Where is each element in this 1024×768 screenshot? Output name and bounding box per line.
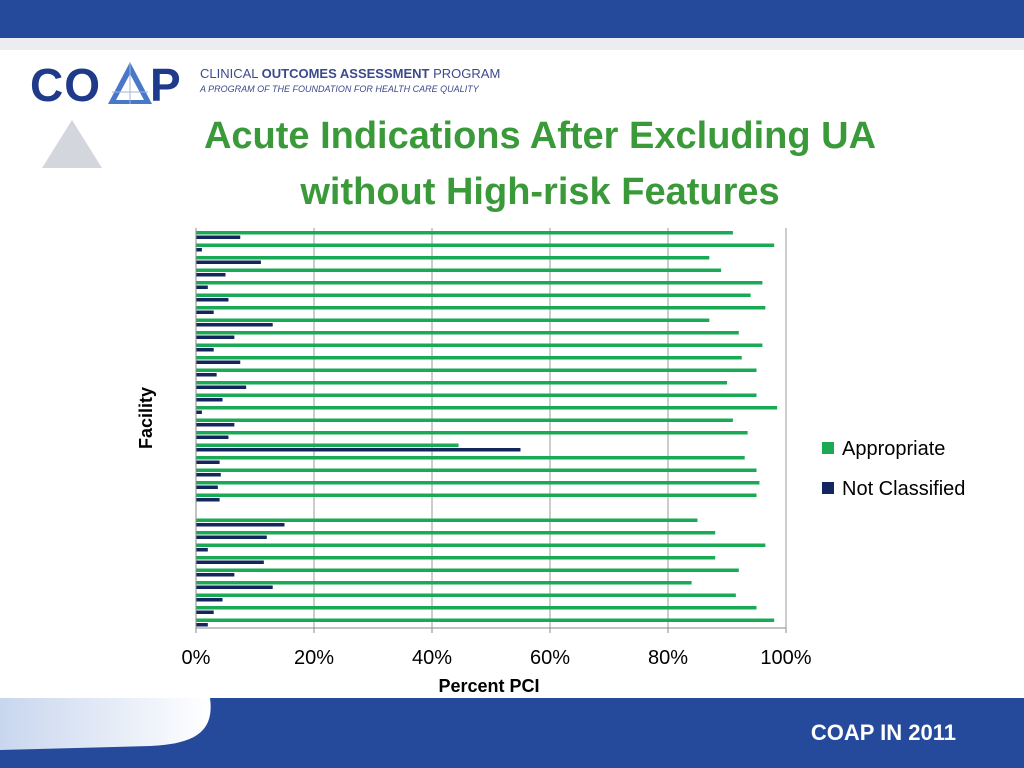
bar-appropriate — [196, 406, 778, 410]
bar-not-classified — [196, 273, 226, 277]
bar-appropriate — [196, 443, 459, 447]
bar-chart: 0% 20% 40% 60% 80% 100% Percent PCI Facility … — [136, 228, 965, 696]
footer-swoosh — [0, 698, 1024, 768]
bar-appropriate — [196, 618, 775, 622]
bar-not-classified — [196, 460, 220, 464]
bar-appropriate — [196, 356, 742, 360]
bar-appropriate — [196, 381, 727, 385]
bar-not-classified — [196, 323, 273, 327]
bar-not-classified — [196, 385, 247, 389]
bar-appropriate — [196, 281, 763, 285]
bar-not-classified — [196, 485, 218, 489]
bar-appropriate — [196, 306, 766, 310]
slide-title: Acute Indications After Excluding UA wit… — [120, 108, 960, 220]
bar-not-classified — [196, 610, 214, 614]
legend-swatch — [822, 482, 834, 494]
logo-line1-suffix: PROGRAM — [429, 66, 501, 81]
bar-not-classified — [196, 335, 235, 339]
bar-appropriate — [196, 556, 716, 560]
legend-label: Not Classified — [842, 478, 965, 500]
bar-not-classified — [196, 535, 267, 539]
bar-not-classified — [196, 310, 214, 314]
coap-logo: CO P CLINICAL OUTCOMES ASSESSMENT PROGRA… — [24, 56, 500, 111]
x-tick-label: 40% — [412, 647, 452, 669]
footer-text: COAP IN 2011 — [810, 720, 956, 745]
bar-appropriate — [196, 343, 763, 347]
bar-not-classified — [196, 498, 220, 502]
bar-not-classified — [196, 573, 235, 577]
bar-appropriate — [196, 331, 739, 335]
bar-not-classified — [196, 298, 229, 302]
bar-appropriate — [196, 243, 775, 247]
bar-not-classified — [196, 260, 261, 264]
legend-label: Appropriate — [842, 438, 945, 460]
bar-not-classified — [196, 348, 214, 352]
bar-appropriate — [196, 518, 698, 522]
bar-appropriate — [196, 368, 757, 372]
x-tick-label: 60% — [530, 647, 570, 669]
x-tick-labels: 0% 20% 40% 60% 80% 100% — [182, 628, 812, 669]
logo-program-name: CLINICAL OUTCOMES ASSESSMENT PROGRAM — [200, 66, 500, 81]
slide-title-line2: without High-risk Features — [300, 171, 780, 213]
slide-title-line1: Acute Indications After Excluding UA — [203, 115, 877, 157]
logo-line1-bold: OUTCOMES ASSESSMENT — [261, 66, 430, 81]
bar-not-classified — [196, 410, 202, 414]
bar-appropriate — [196, 468, 757, 472]
bar-not-classified — [196, 248, 202, 252]
logo-text-p: P — [150, 59, 181, 111]
decorative-triangle-icon — [42, 120, 102, 168]
x-axis-title: Percent PCI — [438, 676, 539, 696]
bar-not-classified — [196, 423, 235, 427]
bar-appropriate — [196, 393, 757, 397]
logo-line1-prefix: CLINICAL — [200, 66, 262, 81]
bar-not-classified — [196, 435, 229, 439]
bar-appropriate — [196, 493, 757, 497]
x-tick-label: 100% — [760, 647, 811, 669]
bar-not-classified — [196, 623, 208, 627]
bar-appropriate — [196, 418, 733, 422]
bar-appropriate — [196, 531, 716, 535]
x-tick-label: 80% — [648, 647, 688, 669]
x-tick-label: 0% — [182, 647, 211, 669]
bar-appropriate — [196, 231, 733, 235]
bar-appropriate — [196, 581, 692, 585]
bar-appropriate — [196, 568, 739, 572]
x-tick-label: 20% — [294, 647, 334, 669]
bar-appropriate — [196, 256, 710, 260]
top-strip — [0, 38, 1024, 50]
y-axis-title: Facility — [136, 387, 156, 449]
bar-appropriate — [196, 431, 748, 435]
bar-appropriate — [196, 318, 710, 322]
chart-gridlines — [313, 228, 787, 628]
bar-not-classified — [196, 598, 223, 602]
chart-bars — [196, 231, 778, 627]
bar-appropriate — [196, 481, 760, 485]
bar-appropriate — [196, 268, 722, 272]
bar-not-classified — [196, 360, 241, 364]
logo-tagline: A PROGRAM OF THE FOUNDATION FOR HEALTH C… — [200, 84, 479, 94]
top-banner — [0, 0, 1024, 38]
bar-appropriate — [196, 593, 736, 597]
bar-not-classified — [196, 448, 521, 452]
bar-not-classified — [196, 560, 264, 564]
logo-text-co: CO — [30, 59, 101, 111]
bar-not-classified — [196, 285, 208, 289]
bar-not-classified — [196, 585, 273, 589]
bar-not-classified — [196, 398, 223, 402]
bar-not-classified — [196, 235, 241, 239]
bar-not-classified — [196, 523, 285, 527]
bar-not-classified — [196, 373, 217, 377]
legend-swatch — [822, 442, 834, 454]
bar-appropriate — [196, 543, 766, 547]
bar-not-classified — [196, 473, 221, 477]
logo-a-triangle-icon — [108, 62, 152, 104]
bar-appropriate — [196, 293, 751, 297]
bar-not-classified — [196, 548, 208, 552]
bar-appropriate — [196, 606, 757, 610]
bar-appropriate — [196, 456, 745, 460]
chart-legend: Appropriate Not Classified — [822, 438, 965, 500]
